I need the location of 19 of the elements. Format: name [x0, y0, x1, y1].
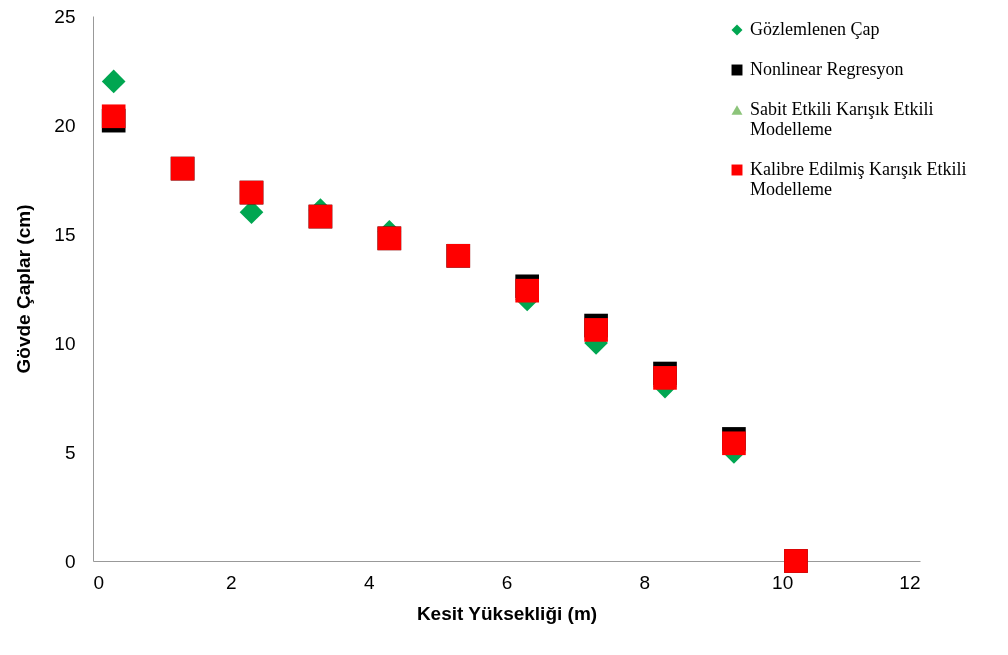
legend-label: Kalibre Edilmiş Karışık Etkili Modelleme	[750, 159, 967, 199]
y-tick-label: 15	[54, 223, 76, 245]
x-tick-label: 8	[639, 571, 651, 593]
y-tick-label: 25	[54, 5, 76, 27]
x-tick-label: 2	[226, 571, 237, 593]
y-tick-label: 0	[64, 550, 76, 572]
x-axis-title: Kesit Yüksekliği (m)	[416, 602, 598, 624]
y-tick-label: 5	[64, 441, 76, 463]
legend-label: Sabit Etkili Karışık Etkili Modelleme	[750, 99, 934, 139]
y-tick-label: 20	[54, 114, 76, 136]
x-tick-label: 0	[93, 571, 105, 593]
legend-label: Nonlinear Regresyon	[750, 59, 904, 79]
x-tick-label: 12	[899, 571, 921, 593]
y-tick-label: 10	[54, 332, 76, 354]
x-tick-label: 6	[501, 571, 513, 593]
x-tick-label: 4	[363, 571, 375, 593]
y-axis-title: Gövde Çaplar (cm)	[13, 204, 35, 374]
legend-label: Gözlemlenen Çap	[750, 19, 880, 39]
x-tick-label: 10	[772, 571, 794, 593]
